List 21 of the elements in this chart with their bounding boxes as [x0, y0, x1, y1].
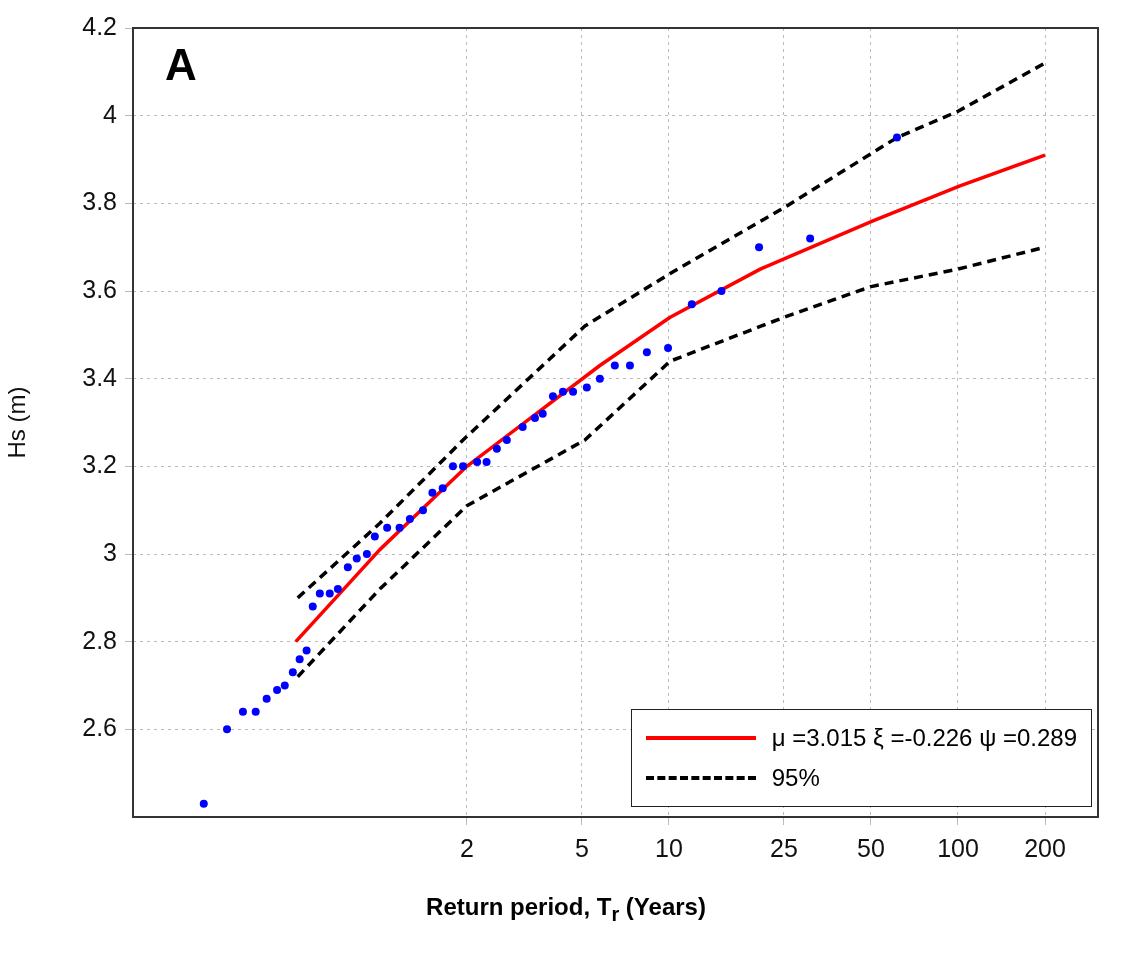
y-tick-label: 4.2 [82, 11, 117, 40]
y-tick-label: 4 [103, 99, 118, 128]
y-tick-label: 3 [103, 537, 117, 566]
y-tick-label: 3.2 [82, 450, 117, 479]
x-tick-label: 50 [857, 833, 885, 862]
y-tick-label: 3.8 [82, 187, 117, 216]
x-tick-label: 200 [1024, 833, 1066, 862]
y-tick-label: 2.6 [82, 713, 117, 742]
y-tick-label: 2.8 [82, 625, 117, 654]
x-tick-label: 100 [937, 833, 979, 862]
x-tick-label: 5 [574, 833, 589, 862]
y-tick-label: 3.4 [82, 362, 118, 391]
y-tick-label: 3.6 [82, 274, 117, 303]
legend-label: 95% [771, 764, 820, 792]
x-axis-title: Return period, T$_{r}$ (Years) [425, 893, 707, 926]
y-axis-title: Hs (m) [3, 386, 31, 459]
legend-label: μ =3.015 ξ =-0.226 ψ =0.289 [771, 724, 1077, 752]
x-tick-label: 2 [459, 833, 474, 862]
annotation: A [165, 40, 197, 90]
x-tick-label: 10 [655, 833, 683, 862]
x-tick-label: 25 [770, 833, 798, 862]
